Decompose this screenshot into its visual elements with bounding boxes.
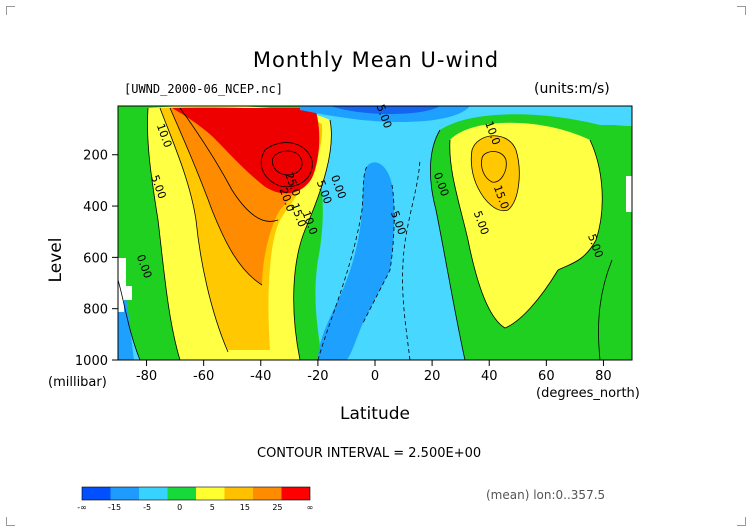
x-tick-label: -60 — [193, 369, 214, 384]
x-tick-label: 40 — [481, 369, 498, 384]
colorbar-label: 15 — [240, 503, 250, 512]
contour-line-s5 — [260, 142, 313, 188]
contour-line-dash1 — [317, 164, 369, 360]
contour-line-s4 — [179, 107, 279, 222]
contour-line-s2 — [159, 107, 229, 353]
colorbar-frame — [81, 486, 311, 501]
y-tick-label: 800 — [83, 303, 108, 318]
colorbar-label: 0 — [177, 503, 182, 512]
units-label: (units:m/s) — [534, 81, 610, 97]
x-tick-label: -40 — [250, 369, 271, 384]
contour-line-s1 — [147, 107, 181, 360]
colorbar-swatch — [139, 487, 168, 500]
contour-line-n1 — [430, 129, 466, 360]
colorbar-label: 5 — [210, 503, 215, 512]
chart-title: Monthly Mean U-wind — [252, 48, 500, 72]
x-tick-label: 60 — [538, 369, 555, 384]
fill-deepblue-top — [330, 106, 440, 114]
contour-line-n2 — [449, 139, 559, 329]
missing-data-right — [626, 176, 632, 212]
x-tick-label: -20 — [307, 369, 328, 384]
fill-blue-top-right — [560, 106, 632, 126]
colorbar-swatch — [167, 487, 196, 500]
corner-mark-tl — [6, 6, 15, 15]
fill-blue-tropics — [318, 162, 395, 360]
missing-data-region — [118, 258, 132, 312]
axes: -80 -60 -40 -20 0 20 40 60 80 200 400 600 800 1000 — [75, 149, 612, 384]
colorbar-label: -5 — [143, 503, 151, 512]
colorbar-label: -∞ — [77, 503, 87, 512]
fill-red-south — [172, 108, 320, 194]
field-fills — [118, 106, 632, 360]
contour-line-n4 — [481, 151, 507, 183]
y-tick-label: 600 — [83, 251, 108, 266]
colorbar-label: ∞ — [307, 503, 314, 512]
contour-line-s3 — [169, 107, 263, 286]
corner-mark-br — [737, 517, 746, 526]
colorbar-swatch — [196, 487, 225, 500]
corner-mark-tr — [737, 6, 746, 15]
x-tick-label: 20 — [424, 369, 441, 384]
x-axis-unit: (degrees_north) — [536, 386, 640, 401]
contour-line-s6 — [271, 150, 303, 176]
y-tick-label: 1000 — [75, 354, 108, 369]
y-axis-unit: (millibar) — [48, 375, 107, 390]
contour-lines — [118, 107, 613, 360]
colorbar-swatch — [224, 487, 253, 500]
colorbar: -∞ -15 -5 0 5 15 25 ∞ — [77, 486, 314, 512]
colorbar-swatch — [82, 487, 111, 500]
fill-orange-north — [471, 135, 520, 211]
contour-line-s8 — [118, 279, 141, 360]
y-tick-label: 400 — [83, 200, 108, 215]
contour-interval-text: CONTOUR INTERVAL = 2.500E+00 — [257, 446, 482, 461]
contour-labels: 10.05.000.0025.020.015.010.05.000.005.00… — [134, 103, 606, 281]
contour-line-n6 — [598, 259, 613, 360]
colorbar-swatch — [253, 487, 282, 500]
corner-mark-bl — [6, 517, 15, 526]
colorbar-label: 25 — [272, 503, 282, 512]
x-tick-label: 80 — [595, 369, 612, 384]
y-tick-label: 200 — [83, 149, 108, 164]
mean-text: (mean) lon:0..357.5 — [486, 488, 606, 502]
dataset-label: [UWND_2000-06_NCEP.nc] — [124, 82, 283, 96]
colorbar-swatch — [281, 487, 310, 500]
contour-line-dash2 — [361, 184, 395, 326]
x-axis-label: Latitude — [340, 404, 410, 424]
contour-line-s7 — [293, 119, 332, 360]
colorbar-label: -15 — [108, 503, 121, 512]
x-tick-label: 0 — [371, 369, 379, 384]
contour-line-n3 — [470, 135, 520, 212]
contour-line-n5 — [557, 139, 603, 271]
colorbar-swatch — [110, 487, 139, 500]
x-tick-label: -80 — [136, 369, 157, 384]
